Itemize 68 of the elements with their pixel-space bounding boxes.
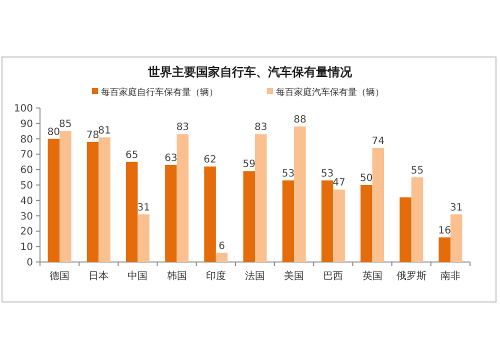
bar bbox=[450, 214, 462, 262]
bar bbox=[216, 252, 228, 262]
bar bbox=[372, 148, 384, 262]
x-tick-label: 中国 bbox=[128, 270, 148, 282]
x-tick-label: 法国 bbox=[245, 270, 265, 282]
bar bbox=[411, 177, 424, 262]
data-label: 6 bbox=[218, 240, 225, 252]
data-label: 81 bbox=[98, 125, 111, 136]
bar bbox=[138, 214, 150, 262]
data-label: 47 bbox=[332, 178, 346, 189]
bar bbox=[165, 164, 177, 262]
bar bbox=[333, 190, 345, 262]
bar bbox=[282, 180, 294, 262]
bar bbox=[255, 134, 267, 262]
y-tick-label: 30 bbox=[20, 211, 33, 222]
data-label: 65 bbox=[125, 150, 138, 161]
bar bbox=[60, 131, 72, 262]
x-tick-label: 印度 bbox=[206, 270, 226, 282]
data-label: 53 bbox=[320, 168, 334, 180]
data-label: 74 bbox=[372, 136, 385, 148]
y-tick-label: 60 bbox=[20, 165, 33, 176]
bar bbox=[176, 134, 189, 262]
x-tick-label: 南非 bbox=[440, 270, 460, 282]
data-label: 83 bbox=[176, 122, 190, 134]
bar bbox=[321, 180, 334, 262]
x-tick-label: 巴西 bbox=[323, 271, 344, 282]
bar bbox=[126, 162, 138, 262]
y-tick-label: 50 bbox=[20, 180, 33, 192]
data-label: 80 bbox=[47, 126, 60, 138]
y-tick-label: 80 bbox=[20, 134, 33, 146]
y-tick-label: 0 bbox=[26, 258, 33, 268]
data-label: 85 bbox=[59, 119, 72, 130]
x-tick-label: 德国 bbox=[50, 271, 70, 282]
y-tick-label: 90 bbox=[20, 118, 33, 130]
y-tick-label: 10 bbox=[20, 242, 33, 254]
data-label: 31 bbox=[137, 202, 150, 214]
x-tick-label: 俄罗斯 bbox=[396, 270, 426, 282]
bar bbox=[48, 138, 60, 262]
bar bbox=[243, 171, 255, 262]
x-tick-label: 美国 bbox=[284, 270, 304, 282]
legend-label: 每百家庭汽车保有量（辆） bbox=[276, 87, 384, 98]
bar bbox=[86, 142, 99, 262]
legend-label: 每百家庭自行车保有量（辆） bbox=[101, 87, 218, 98]
x-tick-label: 英国 bbox=[362, 270, 382, 282]
data-label: 16 bbox=[438, 225, 451, 236]
chart-title: 世界主要国家自行车、汽车保有量情况 bbox=[147, 65, 353, 79]
data-label: 63 bbox=[164, 152, 178, 164]
data-label: 59 bbox=[242, 159, 256, 170]
y-tick-label: 40 bbox=[20, 196, 33, 207]
bar bbox=[204, 166, 216, 262]
bar bbox=[98, 137, 110, 262]
y-tick-label: 20 bbox=[20, 226, 33, 238]
bar bbox=[294, 126, 306, 262]
x-tick-label: 韩国 bbox=[166, 270, 187, 282]
data-label: 55 bbox=[410, 165, 424, 176]
y-tick-label: 70 bbox=[20, 150, 33, 161]
data-label: 78 bbox=[86, 130, 100, 141]
data-label: 62 bbox=[204, 154, 216, 166]
y-tick-label: 100 bbox=[14, 104, 33, 114]
data-label: 88 bbox=[294, 114, 306, 126]
x-tick-label: 日本 bbox=[88, 270, 109, 282]
bar bbox=[360, 185, 372, 262]
bar bbox=[438, 237, 450, 262]
data-label: 31 bbox=[450, 202, 463, 214]
data-label: 83 bbox=[254, 122, 268, 134]
bar bbox=[400, 197, 412, 262]
data-label: 50 bbox=[360, 173, 373, 184]
data-label: 53 bbox=[282, 168, 295, 180]
